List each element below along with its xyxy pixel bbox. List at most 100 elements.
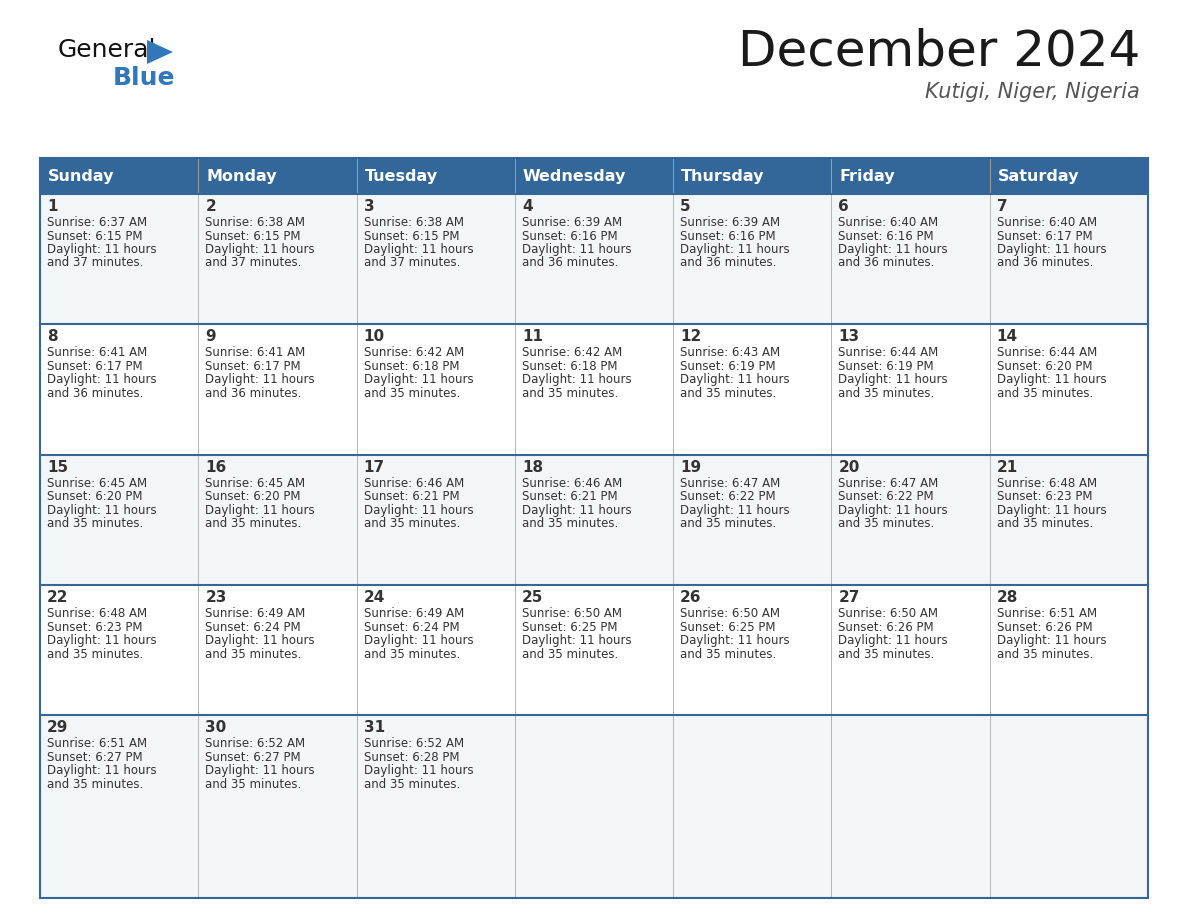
- Bar: [990, 194, 1148, 324]
- Text: Sunrise: 6:49 AM: Sunrise: 6:49 AM: [364, 607, 463, 621]
- Text: 5: 5: [681, 199, 690, 214]
- Text: Sunset: 6:23 PM: Sunset: 6:23 PM: [997, 490, 1092, 503]
- Bar: [356, 715, 514, 898]
- Text: Daylight: 11 hours: Daylight: 11 hours: [522, 634, 632, 647]
- Text: Sunset: 6:15 PM: Sunset: 6:15 PM: [48, 230, 143, 242]
- Text: Sunset: 6:15 PM: Sunset: 6:15 PM: [206, 230, 301, 242]
- Text: Sunrise: 6:47 AM: Sunrise: 6:47 AM: [839, 476, 939, 489]
- Text: Sunrise: 6:50 AM: Sunrise: 6:50 AM: [522, 607, 621, 621]
- Text: Sunset: 6:26 PM: Sunset: 6:26 PM: [839, 621, 934, 633]
- Text: 9: 9: [206, 330, 216, 344]
- Text: and 35 minutes.: and 35 minutes.: [48, 647, 144, 661]
- Text: 11: 11: [522, 330, 543, 344]
- Text: and 35 minutes.: and 35 minutes.: [839, 647, 935, 661]
- Text: Sunset: 6:25 PM: Sunset: 6:25 PM: [681, 621, 776, 633]
- Text: Daylight: 11 hours: Daylight: 11 hours: [206, 765, 315, 778]
- Text: Sunrise: 6:52 AM: Sunrise: 6:52 AM: [364, 737, 463, 751]
- Bar: [198, 324, 356, 454]
- Bar: [514, 715, 674, 898]
- Text: Sunset: 6:25 PM: Sunset: 6:25 PM: [522, 621, 618, 633]
- Bar: [356, 324, 514, 454]
- Text: 13: 13: [839, 330, 860, 344]
- Text: Sunrise: 6:46 AM: Sunrise: 6:46 AM: [522, 476, 623, 489]
- Text: Sunset: 6:26 PM: Sunset: 6:26 PM: [997, 621, 1092, 633]
- Text: Wednesday: Wednesday: [523, 169, 626, 184]
- Text: Daylight: 11 hours: Daylight: 11 hours: [364, 504, 473, 517]
- Text: Sunrise: 6:44 AM: Sunrise: 6:44 AM: [839, 346, 939, 359]
- Bar: [990, 454, 1148, 585]
- Text: Sunset: 6:15 PM: Sunset: 6:15 PM: [364, 230, 459, 242]
- Bar: [990, 715, 1148, 898]
- Text: and 35 minutes.: and 35 minutes.: [522, 386, 618, 400]
- Text: Sunset: 6:22 PM: Sunset: 6:22 PM: [839, 490, 934, 503]
- Text: Sunrise: 6:47 AM: Sunrise: 6:47 AM: [681, 476, 781, 489]
- Bar: [990, 585, 1148, 715]
- Text: and 35 minutes.: and 35 minutes.: [839, 386, 935, 400]
- Text: Sunrise: 6:48 AM: Sunrise: 6:48 AM: [997, 476, 1097, 489]
- Text: 10: 10: [364, 330, 385, 344]
- Text: Sunset: 6:23 PM: Sunset: 6:23 PM: [48, 621, 143, 633]
- Bar: [832, 324, 990, 454]
- Bar: [514, 194, 674, 324]
- Text: Daylight: 11 hours: Daylight: 11 hours: [48, 504, 157, 517]
- Text: Sunrise: 6:45 AM: Sunrise: 6:45 AM: [206, 476, 305, 489]
- Text: Sunrise: 6:50 AM: Sunrise: 6:50 AM: [681, 607, 781, 621]
- Text: Daylight: 11 hours: Daylight: 11 hours: [522, 374, 632, 386]
- Text: Sunset: 6:18 PM: Sunset: 6:18 PM: [364, 360, 459, 373]
- Text: Daylight: 11 hours: Daylight: 11 hours: [681, 243, 790, 256]
- Text: Sunrise: 6:43 AM: Sunrise: 6:43 AM: [681, 346, 781, 359]
- Text: Daylight: 11 hours: Daylight: 11 hours: [839, 374, 948, 386]
- Bar: [832, 454, 990, 585]
- Text: and 37 minutes.: and 37 minutes.: [364, 256, 460, 270]
- Text: Daylight: 11 hours: Daylight: 11 hours: [364, 243, 473, 256]
- Text: 4: 4: [522, 199, 532, 214]
- Text: Sunrise: 6:41 AM: Sunrise: 6:41 AM: [48, 346, 147, 359]
- Bar: [198, 194, 356, 324]
- Bar: [40, 585, 198, 715]
- Text: Daylight: 11 hours: Daylight: 11 hours: [522, 504, 632, 517]
- Text: Blue: Blue: [113, 66, 176, 90]
- Text: Daylight: 11 hours: Daylight: 11 hours: [997, 504, 1106, 517]
- Text: Sunrise: 6:38 AM: Sunrise: 6:38 AM: [364, 216, 463, 229]
- Text: Sunrise: 6:48 AM: Sunrise: 6:48 AM: [48, 607, 147, 621]
- Bar: [198, 454, 356, 585]
- Bar: [832, 194, 990, 324]
- Text: Daylight: 11 hours: Daylight: 11 hours: [839, 634, 948, 647]
- Bar: [514, 454, 674, 585]
- Text: 6: 6: [839, 199, 849, 214]
- Text: Daylight: 11 hours: Daylight: 11 hours: [206, 634, 315, 647]
- Text: 30: 30: [206, 721, 227, 735]
- Text: Sunset: 6:21 PM: Sunset: 6:21 PM: [522, 490, 618, 503]
- Text: Sunset: 6:28 PM: Sunset: 6:28 PM: [364, 751, 459, 764]
- Text: and 35 minutes.: and 35 minutes.: [206, 647, 302, 661]
- Text: 26: 26: [681, 590, 702, 605]
- Text: 24: 24: [364, 590, 385, 605]
- Text: and 35 minutes.: and 35 minutes.: [681, 517, 777, 531]
- Text: 15: 15: [48, 460, 68, 475]
- Text: and 35 minutes.: and 35 minutes.: [681, 386, 777, 400]
- Bar: [514, 585, 674, 715]
- Text: and 35 minutes.: and 35 minutes.: [997, 647, 1093, 661]
- Text: Tuesday: Tuesday: [365, 169, 437, 184]
- Text: 2: 2: [206, 199, 216, 214]
- Text: and 36 minutes.: and 36 minutes.: [48, 386, 144, 400]
- Text: and 36 minutes.: and 36 minutes.: [997, 256, 1093, 270]
- Text: Daylight: 11 hours: Daylight: 11 hours: [48, 243, 157, 256]
- Text: 29: 29: [48, 721, 69, 735]
- Bar: [198, 585, 356, 715]
- Text: Daylight: 11 hours: Daylight: 11 hours: [997, 243, 1106, 256]
- Text: Sunset: 6:18 PM: Sunset: 6:18 PM: [522, 360, 618, 373]
- Text: and 35 minutes.: and 35 minutes.: [681, 647, 777, 661]
- Text: 28: 28: [997, 590, 1018, 605]
- Text: 1: 1: [48, 199, 57, 214]
- Text: and 35 minutes.: and 35 minutes.: [522, 647, 618, 661]
- Text: and 35 minutes.: and 35 minutes.: [206, 517, 302, 531]
- Text: 12: 12: [681, 330, 701, 344]
- Text: and 35 minutes.: and 35 minutes.: [364, 778, 460, 791]
- Bar: [674, 194, 832, 324]
- Text: 27: 27: [839, 590, 860, 605]
- Text: Daylight: 11 hours: Daylight: 11 hours: [364, 634, 473, 647]
- Text: and 35 minutes.: and 35 minutes.: [206, 778, 302, 791]
- Text: Daylight: 11 hours: Daylight: 11 hours: [839, 243, 948, 256]
- Text: and 36 minutes.: and 36 minutes.: [681, 256, 777, 270]
